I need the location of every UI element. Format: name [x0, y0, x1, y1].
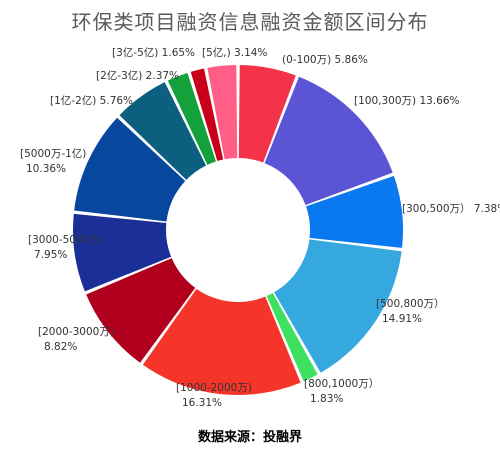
slice-label: (0-100万) 5.86% — [282, 54, 368, 66]
slice-label: [5000万-1亿) 10.36% — [20, 147, 86, 175]
donut-slice — [238, 65, 296, 163]
donut-slice — [167, 72, 216, 165]
chart-title: 环保类项目融资信息融资金额区间分布 — [71, 10, 429, 34]
slice-label: [2亿-3亿) 2.37% — [96, 69, 179, 82]
donut-slice — [264, 76, 393, 205]
donut-slice — [72, 213, 172, 292]
donut-slice — [190, 68, 224, 162]
slice-label: [2000-3000万) 8.82% — [38, 326, 114, 353]
slice-label: [800,1000万） 1.83% — [304, 378, 379, 405]
donut-slice — [306, 175, 403, 248]
donut-slice — [274, 239, 402, 373]
donut-slice — [207, 65, 238, 160]
slice-label: [100,300万) 13.66% — [354, 95, 460, 107]
donut-slice — [119, 82, 207, 180]
slice-label: [3亿-5亿) 1.65% — [112, 46, 195, 59]
donut-slice — [142, 288, 301, 395]
slice-label: [300,500万） 7.38% — [402, 203, 500, 215]
slice-label: [500,800万） 14.91% — [376, 298, 445, 325]
slice-label: [5亿,) 3.14% — [202, 46, 267, 59]
slice-label: [1亿-2亿) 5.76% — [50, 94, 133, 107]
donut-slice — [86, 258, 196, 363]
donut-slice — [74, 117, 186, 222]
slice-label: [3000-5000万) 7.95% — [28, 234, 104, 261]
data-source-note: 数据来源：投融界 — [197, 430, 302, 445]
donut-slice — [266, 293, 318, 382]
slice-label: [1000-2000万) 16.31% — [176, 382, 252, 409]
